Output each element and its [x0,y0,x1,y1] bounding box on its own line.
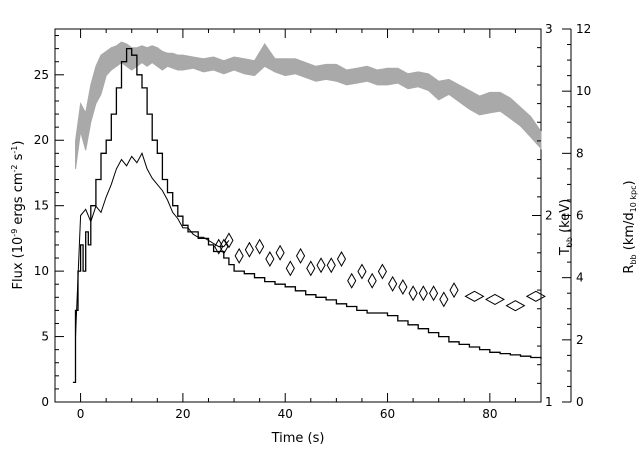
x-axis-label: Time (s) [271,431,325,446]
radius-point [224,232,234,249]
radius-point [428,285,439,302]
radius-point [388,275,398,292]
radius-point [439,291,449,308]
radius-point [255,238,265,255]
radius-point [347,272,357,289]
flux-layer [72,47,542,384]
radius-point [285,260,295,277]
radius-point [484,293,505,305]
y-tick-label-flux: 0 [41,395,49,409]
radius-point [275,244,285,261]
y-tick-label-temperature: 1 [545,395,553,409]
x-tick-label: 0 [77,407,85,421]
y-tick-label-flux: 5 [41,330,49,344]
y-tick-label-radius: 6 [576,209,584,223]
y-axis-label-temperature: Tbb (keV) [558,199,574,256]
x-tick-label: 80 [482,407,497,421]
radius-point [398,278,408,295]
y-tick-label-radius: 10 [576,84,591,98]
temperature-band-layer [75,41,542,169]
y-tick-label-temperature: 3 [545,22,553,36]
x-tick-label: 60 [380,407,395,421]
y-tick-label-radius: 2 [576,333,584,347]
y-tick-label-flux: 25 [34,68,49,82]
radius-point [505,300,526,312]
radius-point [367,272,377,289]
radius-point [408,285,418,302]
temperature-band [75,41,542,169]
x-tick-label: 20 [175,407,190,421]
radius-line [75,152,230,337]
plot-frame [54,28,542,403]
flux-step-line [72,47,542,384]
y-tick-label-flux: 15 [34,199,49,213]
y-tick-label-radius: 8 [576,146,584,160]
y-tick-label-flux: 10 [34,264,49,278]
radius-point [357,263,367,280]
y-axis-label-flux: Flux (10-9 ergs cm-2 s-1) [10,141,26,290]
radius-point [464,290,485,302]
radius-point [377,263,387,280]
radius-point [265,251,275,268]
radius-point [525,290,546,302]
y-tick-label-radius: 0 [576,395,584,409]
radius-point [418,285,428,302]
radius-point [336,251,347,268]
radius-point [234,247,244,264]
y-tick-label-radius: 4 [576,271,584,285]
radius-point [306,260,316,277]
radius-layer [75,152,546,337]
radius-point [295,247,306,264]
radius-point [316,257,326,274]
x-tick-label: 40 [278,407,293,421]
y-axis-label-radius: Rbb (km/d10 kpc) [622,180,638,273]
radius-point [326,257,336,274]
y-tick-label-radius: 12 [576,22,591,36]
y-tick-label-flux: 20 [34,133,49,147]
radius-point [449,282,459,299]
radius-point [244,241,254,258]
y-tick-label-temperature: 2 [545,209,553,223]
